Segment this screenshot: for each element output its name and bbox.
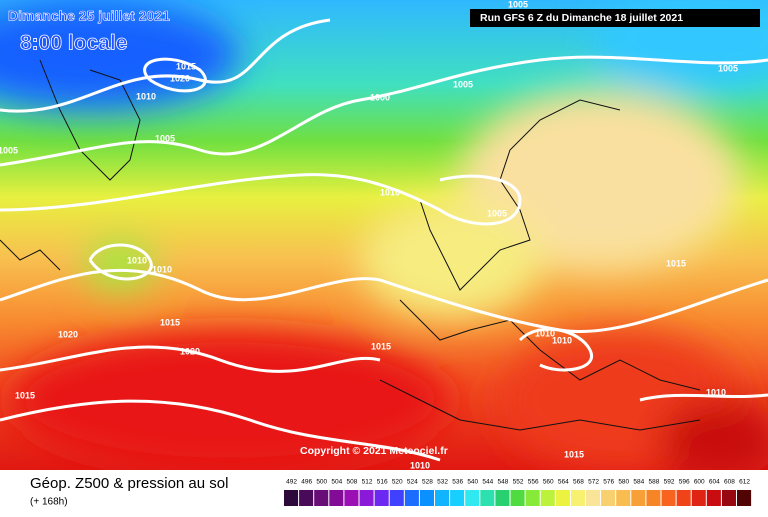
scale-label: 608	[724, 479, 735, 486]
footer-title: Géop. Z500 & pression au sol	[30, 475, 228, 492]
scale-swatch	[480, 490, 495, 506]
scale-label: 548	[498, 479, 509, 486]
run-box	[470, 9, 760, 27]
scale-swatch	[419, 490, 434, 506]
scale-label: 584	[633, 479, 644, 486]
isobar-label: 1010	[136, 91, 156, 101]
scale-label: 496	[301, 479, 312, 486]
valid-date: Dimanche 25 juillet 2021	[8, 8, 170, 24]
scale-swatch	[435, 490, 450, 506]
scale-swatch	[329, 490, 344, 506]
isobar-label: 1010	[552, 335, 572, 345]
isobar-label: 1005	[508, 0, 528, 9]
scale-label: 556	[528, 479, 539, 486]
isobar-label: 1010	[380, 187, 400, 197]
scale-swatch	[284, 490, 299, 506]
isobar-label: 1005	[453, 79, 473, 89]
scale-swatch	[570, 490, 585, 506]
scale-swatch	[721, 490, 736, 506]
scale-swatch	[450, 490, 465, 506]
isobar-label: 1015	[160, 317, 180, 327]
scale-label: 612	[739, 479, 750, 486]
scale-swatch	[495, 490, 510, 506]
isobar-label: 1005	[155, 133, 175, 143]
scale-swatch	[706, 490, 721, 506]
scale-swatch	[299, 490, 314, 506]
isobar-label: 1010	[706, 387, 726, 397]
scale-swatch	[555, 490, 570, 506]
scale-label: 564	[558, 479, 569, 486]
scale-swatch	[616, 490, 631, 506]
scale-swatch	[661, 490, 676, 506]
isobar-label: 1015	[176, 61, 196, 71]
isobar-label: 1015	[371, 341, 391, 351]
scale-label: 544	[482, 479, 493, 486]
scale-label: 568	[573, 479, 584, 486]
run-info: Run GFS 6 Z du Dimanche 18 juillet 2021	[480, 12, 683, 24]
scale-label: 528	[422, 479, 433, 486]
scale-label: 576	[603, 479, 614, 486]
scale-swatch	[389, 490, 404, 506]
scale-label: 600	[694, 479, 705, 486]
scale-swatch	[465, 490, 480, 506]
isobar-label: 1020	[58, 329, 78, 339]
color-scale: 492 496 500 504 508 512 516 520 524 528 532 536 540 5…	[284, 479, 752, 506]
scale-swatch	[586, 490, 601, 506]
isobar-label: 1010	[410, 460, 430, 470]
scale-label: 532	[437, 479, 448, 486]
isobar-label: 1010	[535, 328, 555, 338]
isobar-label: 1020	[180, 346, 200, 356]
scale-label: 604	[709, 479, 720, 486]
scale-label: 552	[513, 479, 524, 486]
scale-swatch	[631, 490, 646, 506]
scale-swatch	[359, 490, 374, 506]
copyright: Copyright © 2021 Meteociel.fr	[300, 445, 448, 457]
local-time: 8:00 locale	[20, 32, 127, 55]
scale-swatch	[676, 490, 691, 506]
scale-label: 524	[407, 479, 418, 486]
scale-label: 540	[467, 479, 478, 486]
scale-label: 504	[331, 479, 342, 486]
scale-label: 508	[347, 479, 358, 486]
isobar-label: 1005	[487, 208, 507, 218]
scale-swatch	[601, 490, 616, 506]
scale-swatch	[344, 490, 359, 506]
scale-label: 500	[316, 479, 327, 486]
isobar-label: 1010	[127, 255, 147, 265]
isobar-label: 1020	[170, 73, 190, 83]
scale-label: 592	[664, 479, 675, 486]
scale-swatch	[540, 490, 555, 506]
scale-label: 492	[286, 479, 297, 486]
isobar-label: 1015	[666, 258, 686, 268]
scale-swatch	[404, 490, 419, 506]
scale-swatch	[510, 490, 525, 506]
isobars	[0, 18, 768, 462]
isobar-label: 1010	[152, 264, 172, 274]
isobar-label: 1015	[564, 449, 584, 459]
map-background	[0, 0, 768, 480]
lead-time: (+ 168h)	[30, 497, 68, 508]
scale-label: 520	[392, 479, 403, 486]
scale-swatch	[737, 490, 752, 506]
scale-label: 516	[377, 479, 388, 486]
scale-swatch	[691, 490, 706, 506]
isobar-labels: 1015 1020 1010 1005 1000 1005 1005 1005 1005 1010…	[0, 0, 738, 470]
scale-label: 572	[588, 479, 599, 486]
scale-label: 536	[452, 479, 463, 486]
scale-label: 596	[679, 479, 690, 486]
isobar-label: 1015	[15, 390, 35, 400]
isobar-label: 1005	[718, 63, 738, 73]
isobar-label: 1000	[370, 92, 390, 102]
scale-label: 580	[618, 479, 629, 486]
scale-label: 512	[362, 479, 373, 486]
scale-swatch	[374, 490, 389, 506]
scale-label: 588	[649, 479, 660, 486]
scale-swatch	[314, 490, 329, 506]
scale-swatch	[646, 490, 661, 506]
scale-label: 560	[543, 479, 554, 486]
isobar-label: 1005	[0, 145, 18, 155]
scale-swatch	[525, 490, 540, 506]
